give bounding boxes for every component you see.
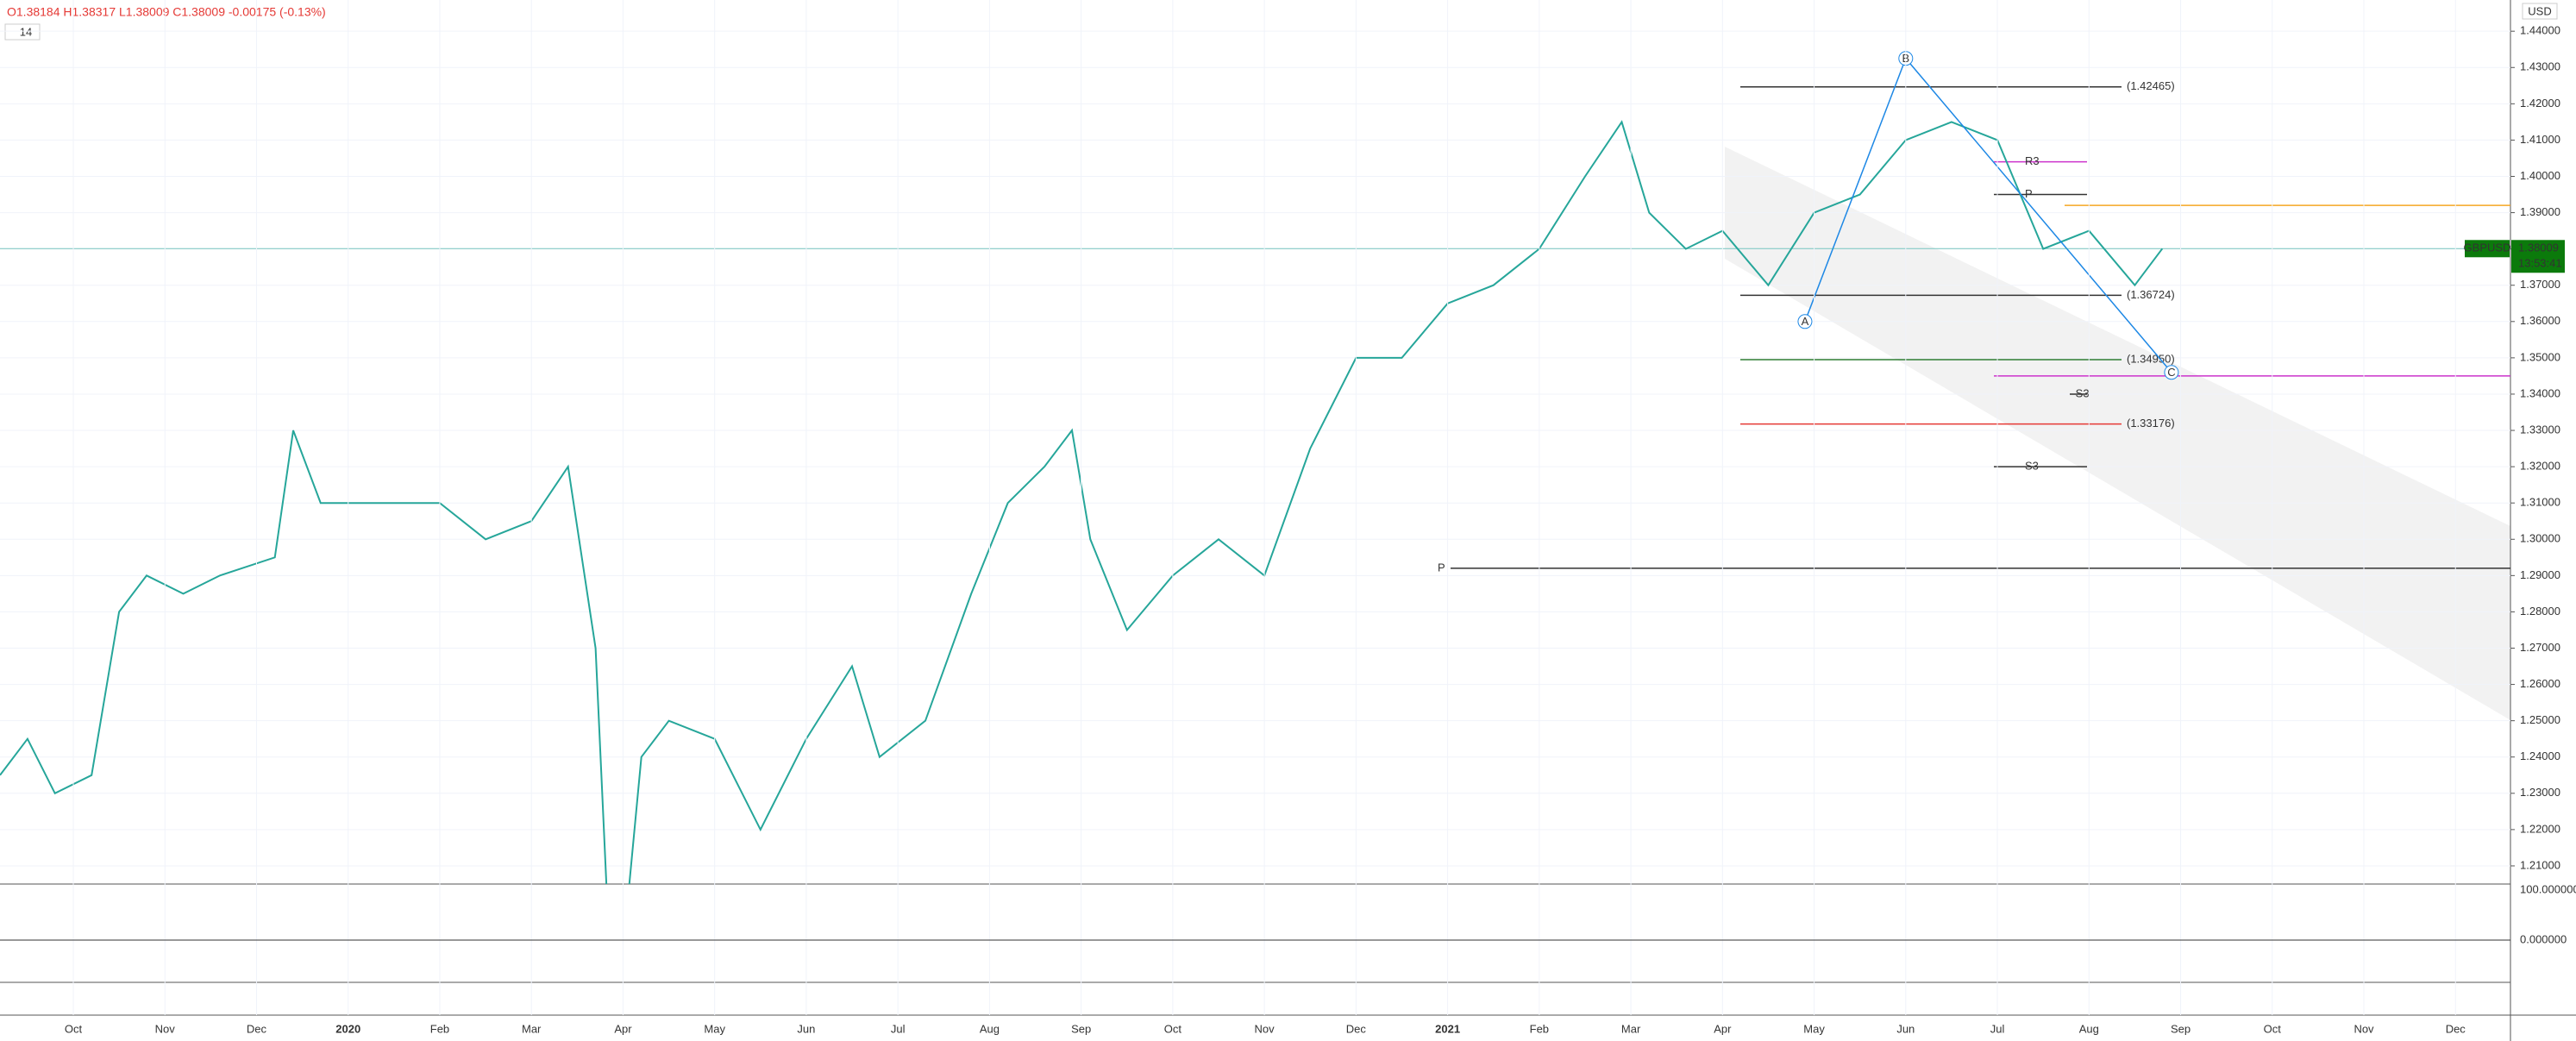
x-tick-label: May bbox=[704, 1022, 725, 1035]
x-tick-label: Feb bbox=[1530, 1022, 1549, 1035]
y-tick-label: 1.24000 bbox=[2520, 749, 2560, 762]
wave-marker bbox=[1797, 314, 1813, 329]
interval[interactable]: 14 bbox=[20, 25, 32, 38]
y-tick-label: 1.31000 bbox=[2520, 496, 2560, 509]
level-label: (1.34950) bbox=[2127, 352, 2175, 365]
x-tick-label: Apr bbox=[614, 1022, 632, 1035]
level-label: R3 bbox=[2025, 154, 2040, 167]
y-tick-label: 1.33000 bbox=[2520, 423, 2560, 436]
currency[interactable]: USD bbox=[2528, 4, 2551, 17]
wave-marker bbox=[2164, 365, 2179, 380]
level-label: (1.36724) bbox=[2127, 288, 2175, 301]
x-tick-label: Nov bbox=[155, 1022, 176, 1035]
x-tick-label: Dec bbox=[1346, 1022, 1367, 1035]
y-tick-label: 1.23000 bbox=[2520, 786, 2560, 799]
x-tick-label: 2020 bbox=[335, 1022, 360, 1035]
x-tick-label: Apr bbox=[1714, 1022, 1732, 1035]
x-tick-label: Jul bbox=[891, 1022, 906, 1035]
x-tick-label: Sep bbox=[1071, 1022, 1091, 1035]
x-tick-label: Jul bbox=[1990, 1022, 2005, 1035]
ohlc-legend: O1.38184 H1.38317 L1.38009 C1.38009 -0.0… bbox=[7, 5, 326, 19]
x-tick-label: May bbox=[1803, 1022, 1825, 1035]
price-label: 1.38009 bbox=[2518, 241, 2559, 254]
x-tick-label: Oct bbox=[1164, 1022, 1182, 1035]
x-tick-label: Jun bbox=[797, 1022, 815, 1035]
level-label: P bbox=[1438, 561, 1445, 574]
y-tick-label: 1.42000 bbox=[2520, 97, 2560, 110]
y-tick-label: 1.30000 bbox=[2520, 532, 2560, 545]
y-tick-label: 1.28000 bbox=[2520, 605, 2560, 618]
x-tick-label: Sep bbox=[2171, 1022, 2191, 1035]
level-label: (1.42465) bbox=[2127, 79, 2175, 92]
y-tick-label: 1.32000 bbox=[2520, 460, 2560, 473]
y-tick-label: 1.22000 bbox=[2520, 822, 2560, 835]
y-tick-label: 1.40000 bbox=[2520, 169, 2560, 182]
y-tick-label: 1.27000 bbox=[2520, 641, 2560, 654]
y-tick-label: 1.34000 bbox=[2520, 386, 2560, 399]
y-tick-label: 1.37000 bbox=[2520, 278, 2560, 291]
x-tick-label: Dec bbox=[2446, 1022, 2466, 1035]
channel bbox=[1725, 147, 2510, 720]
y-tick-label: 1.25000 bbox=[2520, 713, 2560, 726]
wave-label: C bbox=[2167, 366, 2175, 379]
level-label: S3 bbox=[2076, 386, 2090, 399]
x-tick-label: 2021 bbox=[1435, 1022, 1460, 1035]
x-tick-label: Aug bbox=[980, 1022, 1000, 1035]
price-tag bbox=[2511, 240, 2565, 273]
x-tick-label: Feb bbox=[430, 1022, 449, 1035]
level-label: (1.33176) bbox=[2127, 417, 2175, 430]
symbol-label: GBPUSD bbox=[2464, 241, 2511, 254]
y-tick-label: 1.29000 bbox=[2520, 568, 2560, 581]
wave-label: A bbox=[1802, 315, 1809, 328]
countdown-label: 13:53:41 bbox=[2518, 257, 2562, 270]
osc-tick-label: 0.000000 bbox=[2520, 932, 2567, 945]
y-tick-label: 1.41000 bbox=[2520, 133, 2560, 146]
x-tick-label: Dec bbox=[247, 1022, 267, 1035]
x-tick-label: Aug bbox=[2079, 1022, 2099, 1035]
y-tick-label: 1.21000 bbox=[2520, 858, 2560, 871]
y-tick-label: 1.36000 bbox=[2520, 314, 2560, 327]
x-tick-label: Oct bbox=[2264, 1022, 2282, 1035]
currency-button[interactable] bbox=[2522, 3, 2558, 20]
y-tick-label: 1.43000 bbox=[2520, 60, 2560, 73]
interval-button[interactable] bbox=[4, 23, 41, 41]
x-tick-label: Nov bbox=[1255, 1022, 1275, 1035]
osc-tick-label: 100.000000 bbox=[2520, 882, 2576, 895]
y-tick-label: 1.26000 bbox=[2520, 677, 2560, 690]
level-label: S3 bbox=[2025, 460, 2039, 473]
symbol-tag bbox=[2465, 240, 2510, 258]
y-tick-label: 1.39000 bbox=[2520, 205, 2560, 218]
price-line bbox=[0, 120, 2164, 884]
y-tick-label: 1.44000 bbox=[2520, 24, 2560, 37]
level-label: P bbox=[2025, 187, 2033, 200]
x-tick-label: Jun bbox=[1896, 1022, 1915, 1035]
y-tick-label: 1.35000 bbox=[2520, 350, 2560, 363]
x-tick-label: Mar bbox=[1621, 1022, 1641, 1035]
x-tick-label: Oct bbox=[65, 1022, 83, 1035]
x-tick-label: Mar bbox=[522, 1022, 542, 1035]
x-tick-label: Nov bbox=[2353, 1022, 2374, 1035]
